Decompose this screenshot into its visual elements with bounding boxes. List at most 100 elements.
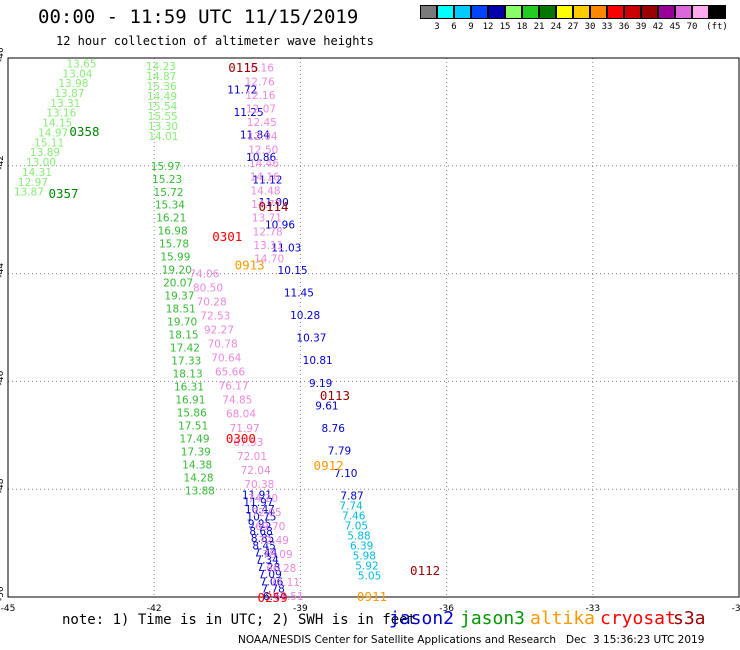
swh-value-label: 7.79 [328, 446, 351, 458]
colorbar-cell [505, 5, 522, 19]
swh-value-label: 14.46 [249, 158, 279, 170]
swh-value-label: 11.97 [243, 497, 273, 509]
swh-value-label: 69.51 [274, 591, 304, 603]
colorbar-cell [573, 5, 590, 19]
colorbar-cell [488, 5, 505, 19]
swh-value-label: 7.74 [339, 500, 363, 512]
swh-value-label: 68.04 [226, 409, 256, 421]
swh-value-label: 8.45 [252, 540, 275, 552]
swh-value-label: 16.31 [174, 381, 204, 393]
swh-value-label: 7.78 [261, 584, 284, 596]
swh-value-label: 12.97 [18, 177, 48, 189]
colorbar-cell [658, 5, 675, 19]
swh-value-label: 17.39 [181, 446, 211, 458]
swh-value-label: 11.84 [240, 129, 270, 141]
colorbar-cell [522, 5, 539, 19]
swh-value-label: 18.15 [169, 330, 199, 342]
swh-value-label: 72.49 [259, 535, 289, 547]
swh-value-label: 15.11 [34, 137, 64, 149]
swh-value-label: 70.78 [208, 339, 238, 351]
time-label: 0113 [320, 388, 350, 403]
colorbar-cell [471, 5, 488, 19]
swh-value-label: 14.16 [250, 172, 280, 184]
colorbar-tick-label: 3 [434, 22, 440, 32]
swh-value-label: 92.27 [204, 325, 234, 337]
swh-value-label: 15.55 [148, 111, 178, 123]
colorbar-cell [539, 5, 556, 19]
swh-value-label: 15.54 [147, 101, 177, 113]
swh-value-label: 14.15 [42, 118, 72, 130]
chart-title: 00:00 - 11:59 UTC 11/15/2019 [38, 6, 359, 28]
swh-value-label: 13.98 [58, 78, 88, 90]
colorbar-tick-label: 33 [601, 22, 613, 32]
swh-value-label: 8.76 [322, 423, 346, 435]
x-tick-label: -36 [439, 604, 454, 614]
colorbar-tick-label: 18 [516, 22, 528, 32]
swh-value-label: 10.47 [245, 504, 275, 516]
swh-value-label: 15.72 [154, 187, 184, 199]
colorbar-cell [437, 5, 454, 19]
swh-value-label: 14.38 [182, 459, 212, 471]
colorbar-tick-label: 70 [686, 22, 698, 32]
colorbar-tick-label: 42 [652, 22, 664, 32]
swh-value-label: 7.06 [260, 576, 284, 588]
swh-value-label: 72.01 [237, 451, 267, 463]
swh-value-label: 17.33 [171, 355, 201, 367]
units-note: note: 1) Time is in UTC; 2) SWH is in fe… [62, 612, 417, 628]
time-label: 0112 [410, 563, 440, 578]
swh-value-label: 13.04 [62, 68, 92, 80]
swh-value-label: 13.87 [14, 187, 44, 199]
swh-value-label: 14.70 [254, 254, 284, 266]
colorbar-tick-label: 45 [669, 22, 681, 32]
swh-value-label: 11.91 [242, 490, 272, 502]
swh-value-label: 7.05 [345, 520, 368, 532]
legend-jason2: jason2 [389, 608, 455, 629]
swh-value-label: 16.21 [156, 213, 186, 225]
y-tick-label: -42 [0, 155, 6, 170]
swh-value-label: 74.20 [248, 493, 278, 505]
swh-value-label: 14.48 [250, 185, 280, 197]
swh-value-label: 20.07 [163, 278, 193, 290]
swh-value-label: 71.11 [270, 577, 300, 589]
swh-value-label: 16.91 [175, 394, 205, 406]
x-tick-label: -39 [293, 604, 308, 614]
swh-value-label: 12.16 [245, 90, 275, 102]
swh-value-label: 12.45 [247, 117, 277, 129]
swh-value-label: 78.09 [263, 549, 293, 561]
swh-value-label: 16.98 [158, 226, 188, 238]
swh-value-label: 15.78 [159, 239, 189, 251]
swh-value-label: 15.34 [155, 200, 185, 212]
swh-value-label: 13.11 [253, 240, 283, 252]
colorbar-cell [709, 5, 726, 19]
swh-value-label: 11.12 [252, 175, 282, 187]
swh-value-label: 13.65 [66, 58, 96, 70]
chart-subtitle: 12 hour collection of altimeter wave hei… [56, 34, 374, 48]
swh-value-label: 12.50 [248, 144, 278, 156]
colorbar-cell [607, 5, 624, 19]
y-tick-label: -40 [0, 47, 6, 62]
x-tick-label: -45 [1, 604, 16, 614]
colorbar-cell [675, 5, 692, 19]
swh-value-label: 8.68 [249, 526, 272, 538]
y-tick-label: -44 [0, 263, 6, 278]
colorbar-unit-label: (ft) [706, 22, 728, 32]
colorbar-cell [590, 5, 607, 19]
swh-value-label: 15.99 [160, 252, 190, 264]
swh-value-label: 14.49 [147, 91, 177, 103]
colorbar-tick-label: 39 [635, 22, 647, 32]
swh-value-label: 6.39 [350, 540, 373, 552]
swh-value-label: 15.97 [151, 161, 181, 173]
time-label: 0115 [228, 60, 258, 75]
colorbar-tick-label: 15 [499, 22, 511, 32]
swh-value-label: 11.45 [284, 287, 314, 299]
swh-value-label: 69.70 [255, 521, 285, 533]
time-label: 0358 [69, 124, 99, 139]
swh-value-label: 12.04 [248, 131, 278, 143]
colorbar-cell [556, 5, 573, 19]
y-tick-label: -50 [0, 586, 6, 601]
swh-value-label: 5.88 [347, 530, 370, 542]
colorbar-tick-label: 21 [533, 22, 545, 32]
swh-value-label: 11.25 [234, 107, 264, 119]
x-tick-label: -30 [732, 604, 740, 614]
